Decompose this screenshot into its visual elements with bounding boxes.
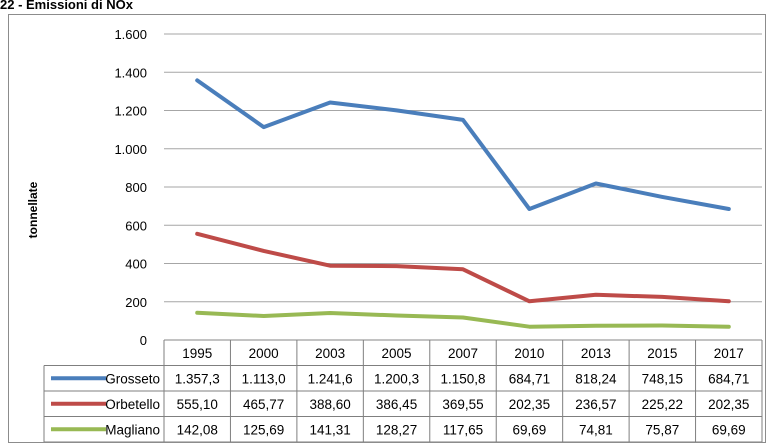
data-label: 128,27 — [376, 422, 417, 437]
data-label: 202,35 — [708, 397, 749, 412]
data-label: 141,31 — [309, 422, 350, 437]
x-tick-label: 2000 — [249, 346, 279, 361]
data-label: 69,69 — [712, 422, 746, 437]
legend-label: Orbetello — [105, 397, 160, 412]
y-axis-ticks: 0 200 400 600 800 1.000 1.200 1.400 1.600 — [114, 27, 147, 348]
x-tick-label: 2007 — [448, 346, 478, 361]
series-line-orbetello — [195, 231, 731, 304]
x-tick-label: 1995 — [182, 346, 212, 361]
data-table: 1995 2000 2003 2005 2007 2010 2013 2015 2017 Gros… — [43, 340, 763, 442]
data-label: 202,35 — [509, 397, 550, 412]
chart-frame: 0 200 400 600 800 1.000 1.200 1.400 1.600 tonnel… — [8, 14, 766, 443]
data-label: 117,65 — [443, 422, 483, 437]
y-tick-label: 0 — [140, 333, 147, 348]
data-label: 142,08 — [177, 422, 218, 437]
data-label: 1.150,8 — [440, 371, 485, 386]
data-label: 1.241,6 — [308, 371, 353, 386]
data-label: 388,60 — [309, 397, 350, 412]
data-label: 225,22 — [642, 397, 683, 412]
data-label: 69,69 — [513, 422, 547, 437]
y-tick-label: 800 — [125, 180, 147, 195]
data-label: 555,10 — [177, 397, 218, 412]
data-label: 1.200,3 — [374, 371, 419, 386]
series-line-grosseto — [195, 78, 731, 211]
data-label: 386,45 — [376, 397, 417, 412]
legend-label: Grosseto — [105, 371, 160, 386]
data-label: 125,69 — [243, 422, 284, 437]
x-tick-label: 2015 — [647, 346, 677, 361]
y-tick-label: 1.000 — [114, 142, 147, 157]
legend-label: Magliano — [105, 422, 160, 437]
series-line-magliano — [195, 310, 731, 329]
y-axis-label: tonnellate — [26, 181, 40, 238]
x-tick-label: 2010 — [514, 346, 544, 361]
x-tick-label: 2003 — [315, 346, 345, 361]
data-label: 465,77 — [243, 397, 284, 412]
y-tick-label: 1.600 — [114, 27, 147, 42]
gridlines — [164, 33, 762, 341]
series-lines — [195, 78, 731, 329]
data-label: 236,57 — [575, 397, 616, 412]
data-label: 369,55 — [442, 397, 483, 412]
data-label: 1.357,3 — [175, 371, 220, 386]
data-label: 74,81 — [579, 422, 613, 437]
data-label: 818,24 — [575, 371, 617, 386]
data-label: 684,71 — [708, 371, 749, 386]
y-tick-label: 1.200 — [114, 104, 147, 119]
y-tick-label: 600 — [125, 218, 147, 233]
y-tick-label: 1.400 — [114, 65, 147, 80]
x-tick-label: 2013 — [581, 346, 611, 361]
data-label: 1.113,0 — [242, 371, 286, 386]
y-tick-label: 200 — [125, 295, 147, 310]
line-chart: 0 200 400 600 800 1.000 1.200 1.400 1.600 tonnel… — [26, 27, 763, 442]
y-tick-label: 400 — [125, 257, 147, 272]
data-label: 748,15 — [642, 371, 683, 386]
data-label: 75,87 — [645, 422, 679, 437]
x-tick-label: 2017 — [714, 346, 744, 361]
x-tick-label: 2005 — [382, 346, 412, 361]
data-label: 684,71 — [509, 371, 550, 386]
page-title: 22 - Emissioni di NOx — [0, 0, 133, 12]
